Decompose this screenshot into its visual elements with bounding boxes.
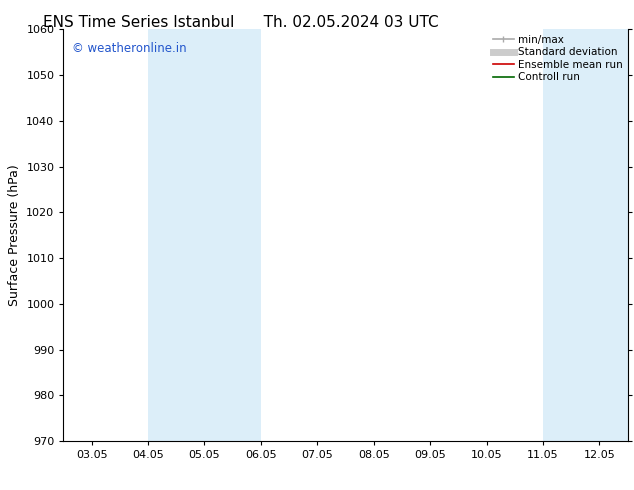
Y-axis label: Surface Pressure (hPa): Surface Pressure (hPa) [8,164,21,306]
Text: © weatheronline.in: © weatheronline.in [72,42,186,55]
Legend: min/max, Standard deviation, Ensemble mean run, Controll run: min/max, Standard deviation, Ensemble me… [493,35,623,82]
Bar [148,29,261,441]
Text: ENS Time Series Istanbul      Th. 02.05.2024 03 UTC: ENS Time Series Istanbul Th. 02.05.2024 … [43,15,439,30]
Bar [543,29,628,441]
